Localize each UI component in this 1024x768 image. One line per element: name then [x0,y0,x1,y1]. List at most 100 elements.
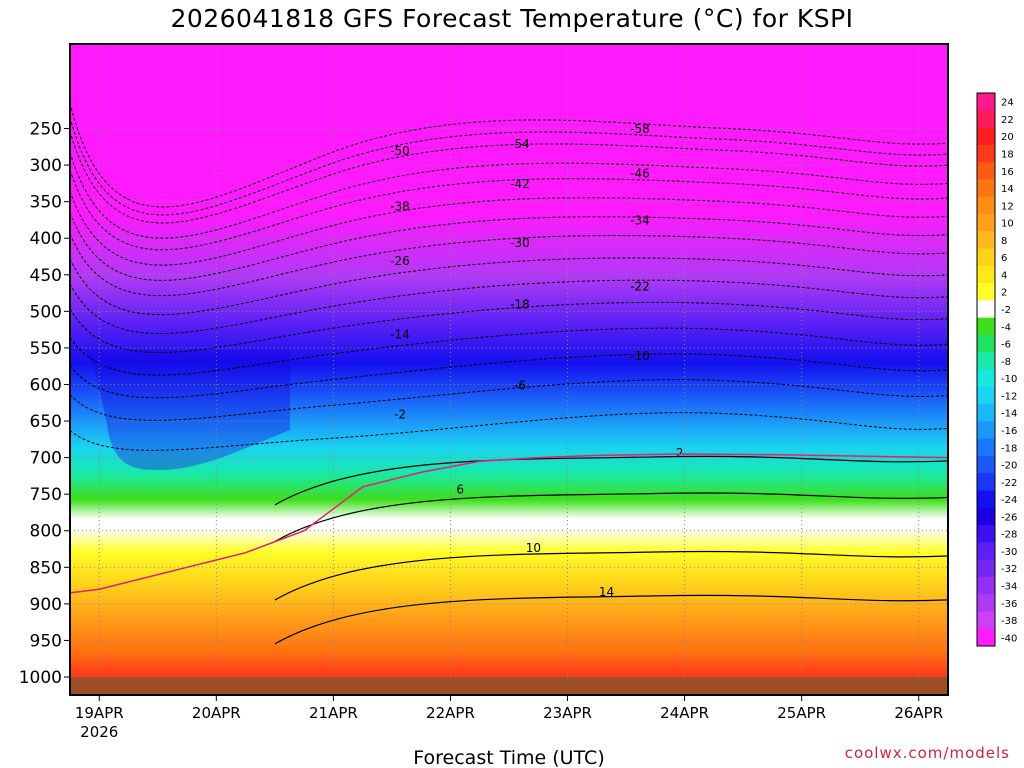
colorbar-cell [977,162,995,180]
y-tick-label: 550 [30,339,62,359]
colorbar-label: 8 [1001,236,1007,247]
colorbar-label: -14 [1001,409,1017,420]
isotherm-line [69,353,949,399]
contour-label: 2 [676,446,684,460]
colorbar-label: -40 [1001,633,1017,644]
isotherm-line [69,379,949,421]
contour-label: -14 [390,327,410,341]
x-tick-label: 20APR [192,704,241,722]
colorbar-label: 6 [1001,253,1007,264]
colorbar-cell [977,559,995,578]
colorbar-cell [977,594,995,612]
colorbar-cell [977,231,995,250]
colorbar-cell [977,265,995,284]
isotherm-line [69,257,949,316]
colorbar-cell [977,300,995,319]
colorbar-cell [977,369,995,388]
freezing-level-line [69,453,949,594]
chart-title: 2026041818 GFS Forecast Temperature (°C)… [170,4,854,33]
isotherm-line [69,412,949,451]
x-tick-label: 25APR [777,704,826,722]
colorbar-label: -18 [1001,443,1017,454]
x-year-label: 2026 [80,723,118,741]
colorbar-label: 14 [1001,184,1014,195]
y-tick-label: 950 [30,631,62,651]
y-tick-label: 450 [30,266,62,286]
colorbar-cell [977,213,995,232]
y-tick-label: 650 [30,412,62,432]
contour-label: 10 [526,541,541,555]
colorbar-label: -28 [1001,530,1017,541]
y-tick-label: 350 [30,193,62,213]
cold-pocket [70,346,290,470]
colorbar-cell [977,421,995,440]
colorbar-cell [977,352,995,370]
isotherm-line-warm [274,594,949,645]
contour-label: -22 [630,280,650,294]
isotherm-line-warm [274,550,949,601]
colorbar-label: -22 [1001,478,1017,489]
y-tick-label: 250 [30,120,62,140]
y-tick-label: 700 [30,449,62,469]
colorbar-cell [977,334,995,353]
contour-label: -2 [394,407,406,421]
colorbar-label: 2 [1001,288,1007,299]
y-tick-label: 850 [30,558,62,578]
isotherm-line [69,130,949,224]
colorbar-frame [976,92,996,647]
x-tick-label: 24APR [660,704,709,722]
colorbar-label: -34 [1001,582,1017,593]
y-tick-label: 500 [30,302,62,322]
credit-link[interactable]: coolwx.com/models [844,744,1010,762]
colorbar-cell [977,404,995,422]
y-tick-label: 600 [30,375,62,395]
colorbar-cell [977,144,995,163]
colorbar-label: 20 [1001,132,1014,143]
x-axis-title: Forecast Time (UTC) [413,747,604,768]
colorbar-label: -24 [1001,495,1017,506]
x-tick-label: 19APR [75,704,124,722]
y-tick-label: 400 [30,229,62,249]
colorbar-label: -4 [1001,322,1011,333]
colorbar-cell [977,283,995,301]
y-tick-label: 900 [30,595,62,615]
colorbar-cell [977,248,995,267]
colorbar-label: 10 [1001,219,1014,230]
colorbar-label: -26 [1001,512,1017,523]
plot-frame [69,43,949,696]
contour-label: 14 [599,585,614,599]
colorbar-cell [977,110,995,129]
contour-label: -18 [510,298,530,312]
isotherm-line [69,327,949,376]
contour-label: -46 [630,166,650,180]
contour-label: -54 [510,137,530,151]
colorbar-label: -38 [1001,616,1017,627]
colorbar-label: 16 [1001,167,1014,178]
y-tick-label: 800 [30,522,62,542]
ground-surface [70,677,948,695]
isotherm-line [69,212,949,281]
isotherm-line [69,152,949,239]
colorbar-label: -8 [1001,357,1011,368]
colorbar-cell [977,542,995,561]
contour-label: -42 [510,177,530,191]
colorbar-label: -12 [1001,391,1017,402]
contour-label: -50 [390,144,410,158]
colorbar-label: 22 [1001,115,1014,126]
colorbar-cell [977,525,995,543]
x-tick-label: 22APR [426,704,475,722]
contour-label: -58 [630,122,650,136]
isotherm-line [69,301,949,353]
isotherm-line [69,233,949,297]
isotherm-line [69,191,949,266]
contour-label: -6 [514,378,526,392]
isotherm-line-warm [274,455,949,506]
contour-label: -30 [510,236,530,250]
colorbar-cell [977,317,995,336]
contour-label: -26 [390,254,410,268]
contour-label: -38 [390,199,410,213]
contour-label: 6 [456,482,464,496]
colorbar-cell [977,438,995,457]
colorbar-label: -30 [1001,547,1017,558]
